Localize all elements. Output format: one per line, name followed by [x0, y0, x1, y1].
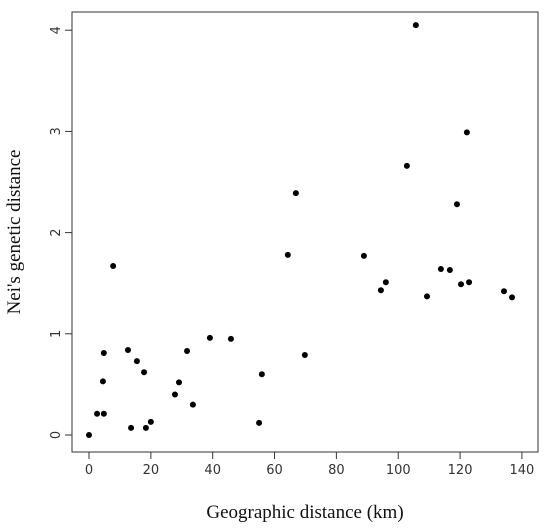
point	[99, 378, 106, 385]
point	[147, 418, 154, 425]
point	[437, 266, 444, 273]
point	[284, 251, 291, 258]
point	[453, 201, 460, 208]
point	[301, 352, 308, 359]
point	[377, 287, 384, 294]
x-axis-label: Geographic distance (km)	[206, 502, 403, 523]
x-tick-label: 80	[328, 463, 345, 478]
point	[403, 162, 410, 169]
point	[175, 379, 182, 386]
point	[466, 279, 473, 286]
y-axis-label: Nei's genetic distance	[4, 150, 25, 315]
point	[100, 410, 107, 417]
y-tick-label: 0	[49, 431, 64, 439]
point	[206, 334, 213, 341]
point	[128, 424, 135, 431]
x-tick-label: 120	[448, 463, 473, 478]
point	[446, 267, 453, 274]
point	[142, 424, 149, 431]
point	[189, 401, 196, 408]
x-tick-label: 0	[85, 463, 93, 478]
point	[227, 335, 234, 342]
point	[86, 431, 93, 438]
x-tick-label: 40	[204, 463, 221, 478]
x-tick-label: 140	[510, 463, 535, 478]
point	[256, 419, 263, 426]
point	[412, 22, 419, 29]
point	[382, 279, 389, 286]
x-tick-label: 100	[386, 463, 411, 478]
point	[423, 293, 430, 300]
point	[509, 294, 516, 301]
point	[458, 281, 465, 288]
point	[141, 369, 148, 376]
point	[124, 346, 131, 353]
y-tick-label: 3	[49, 127, 64, 135]
y-tick-label: 4	[49, 26, 64, 34]
point	[258, 371, 265, 378]
x-tick-label: 60	[266, 463, 283, 478]
point	[360, 252, 367, 259]
x-tick-label: 20	[143, 463, 160, 478]
y-tick-label: 2	[49, 228, 64, 236]
point	[171, 391, 178, 398]
point	[100, 350, 107, 357]
point	[184, 348, 191, 355]
point	[500, 288, 507, 295]
point	[292, 190, 299, 197]
point	[133, 358, 140, 365]
plot-frame	[71, 11, 539, 453]
point	[463, 129, 470, 136]
y-tick-label: 1	[49, 330, 64, 338]
point	[110, 263, 117, 270]
point	[94, 410, 101, 417]
